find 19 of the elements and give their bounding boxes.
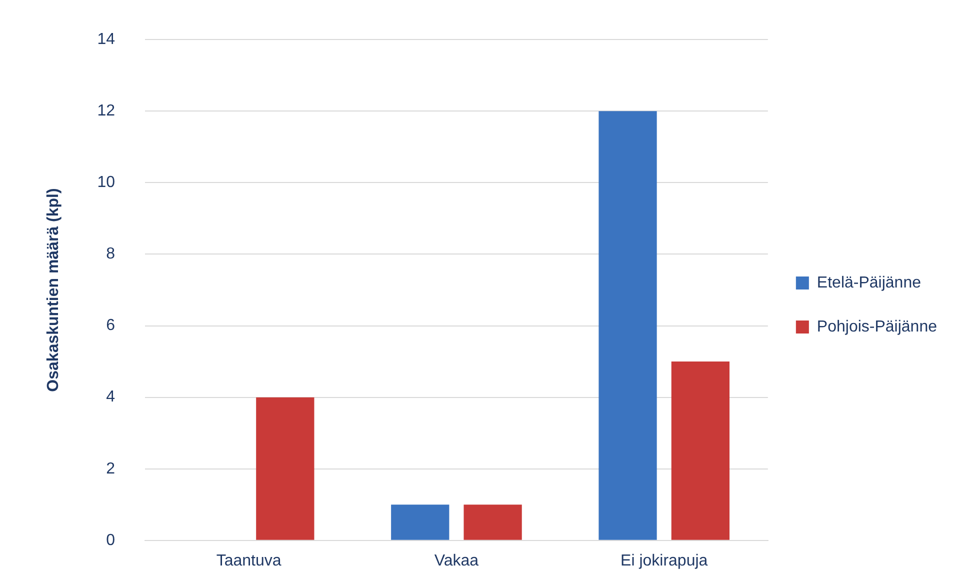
y-tick-label: 8: [106, 246, 116, 263]
y-tick-label: 2: [106, 460, 116, 478]
x-tick-label: Vakaa: [434, 552, 479, 570]
x-tick-label: Ei jokirapuja: [620, 552, 708, 570]
legend-label: Etelä-Päijänne: [816, 274, 922, 292]
bar: [671, 362, 730, 540]
bar: [598, 111, 657, 540]
y-tick-label: 0: [106, 532, 116, 549]
x-tick-label: Taantuva: [216, 552, 282, 570]
y-tick-label: 12: [97, 102, 116, 120]
y-tick-label: 14: [97, 31, 116, 48]
bar: [391, 504, 450, 540]
legend-label: Pohjois-Päijänne: [816, 318, 938, 336]
y-tick-label: 10: [97, 174, 116, 192]
y-tick-label: 6: [106, 317, 116, 334]
bar: [464, 504, 522, 540]
y-tick-label: 4: [106, 388, 116, 406]
y-axis-title: Osakaskuntien määrä (kpl): [45, 188, 62, 392]
bar: [256, 397, 314, 540]
